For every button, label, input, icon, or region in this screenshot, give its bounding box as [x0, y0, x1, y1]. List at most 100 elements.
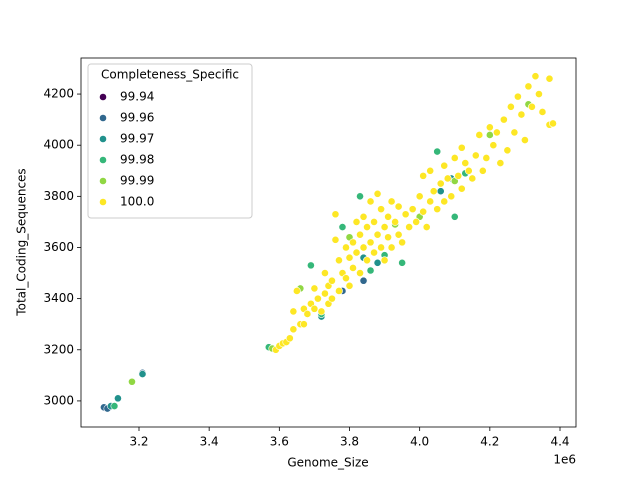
point — [496, 159, 505, 167]
point — [436, 187, 445, 196]
point — [443, 174, 452, 183]
point — [514, 92, 522, 101]
point — [363, 256, 371, 265]
point — [464, 166, 473, 175]
point — [387, 197, 396, 206]
point — [433, 147, 442, 156]
point — [478, 166, 487, 175]
point — [454, 171, 463, 180]
legend-marker — [99, 114, 107, 122]
point — [482, 154, 491, 162]
point — [289, 325, 298, 334]
point — [292, 287, 301, 295]
point — [317, 307, 326, 316]
point — [285, 334, 294, 343]
point — [289, 307, 298, 316]
point — [549, 119, 557, 128]
legend-label: 99.96 — [120, 111, 154, 125]
point — [426, 166, 435, 175]
x-tick-label: 3.6 — [270, 435, 289, 449]
y-tick-label: 4200 — [43, 87, 74, 101]
x-tick-label: 3.8 — [340, 435, 359, 449]
legend-marker — [99, 177, 107, 185]
point — [314, 294, 322, 303]
legend-label: 100.0 — [120, 195, 154, 209]
point — [440, 161, 449, 170]
point — [485, 123, 494, 132]
x-tick-label: 4.4 — [550, 435, 569, 449]
point — [450, 212, 459, 221]
y-tick-label: 3000 — [43, 393, 74, 407]
point — [356, 230, 364, 239]
legend-marker — [99, 198, 107, 206]
point — [468, 174, 477, 183]
point — [394, 230, 403, 239]
legend-label: 99.97 — [120, 132, 154, 146]
point — [433, 205, 442, 214]
point — [535, 90, 543, 98]
point — [359, 243, 368, 252]
point — [373, 189, 382, 198]
point — [499, 115, 508, 124]
point — [310, 284, 319, 293]
legend-marker — [99, 93, 107, 101]
x-offset-label: 1e6 — [553, 453, 576, 467]
point — [138, 370, 147, 378]
point — [328, 276, 336, 285]
point — [366, 197, 375, 206]
x-tick-label: 3.4 — [200, 435, 219, 449]
point — [345, 281, 354, 290]
point — [538, 108, 547, 116]
point — [457, 143, 466, 152]
point — [506, 102, 515, 111]
point — [545, 74, 554, 83]
point — [328, 294, 336, 303]
point — [352, 218, 361, 226]
x-axis-label: Genome_Size — [287, 456, 368, 470]
y-tick-label: 3600 — [43, 240, 74, 254]
y-tick-label: 3200 — [43, 342, 74, 356]
legend-box — [87, 63, 253, 219]
point — [331, 235, 340, 244]
y-tick-label: 4000 — [43, 138, 74, 152]
axes-frame — [80, 57, 577, 428]
point — [380, 256, 389, 265]
legend-marker — [99, 135, 107, 143]
point — [307, 261, 315, 270]
point — [391, 218, 400, 226]
point — [110, 402, 119, 410]
point — [310, 304, 319, 313]
point — [461, 159, 470, 167]
legend-label: 99.99 — [120, 174, 154, 188]
point — [394, 202, 403, 211]
point — [528, 102, 536, 111]
point — [356, 192, 364, 201]
point — [349, 238, 357, 247]
point — [335, 256, 343, 265]
point — [384, 233, 392, 242]
legend-title: Completeness_Specific — [101, 68, 239, 82]
point — [114, 394, 122, 403]
point — [521, 136, 529, 144]
point — [377, 205, 385, 214]
point — [531, 72, 540, 81]
point — [377, 243, 385, 252]
y-tick-label: 3800 — [43, 189, 74, 203]
point — [401, 210, 410, 219]
plot-area — [100, 72, 557, 413]
y-axis-label: Total_Coding_Sequences — [15, 168, 29, 316]
point — [405, 223, 414, 231]
point — [380, 223, 389, 231]
point — [408, 205, 417, 214]
point — [398, 238, 407, 247]
point — [517, 110, 526, 119]
point — [419, 207, 428, 216]
point — [450, 154, 459, 162]
point — [492, 128, 501, 137]
point — [436, 179, 445, 188]
point — [356, 269, 364, 277]
point — [366, 238, 375, 247]
point — [321, 289, 329, 298]
point — [440, 197, 449, 206]
